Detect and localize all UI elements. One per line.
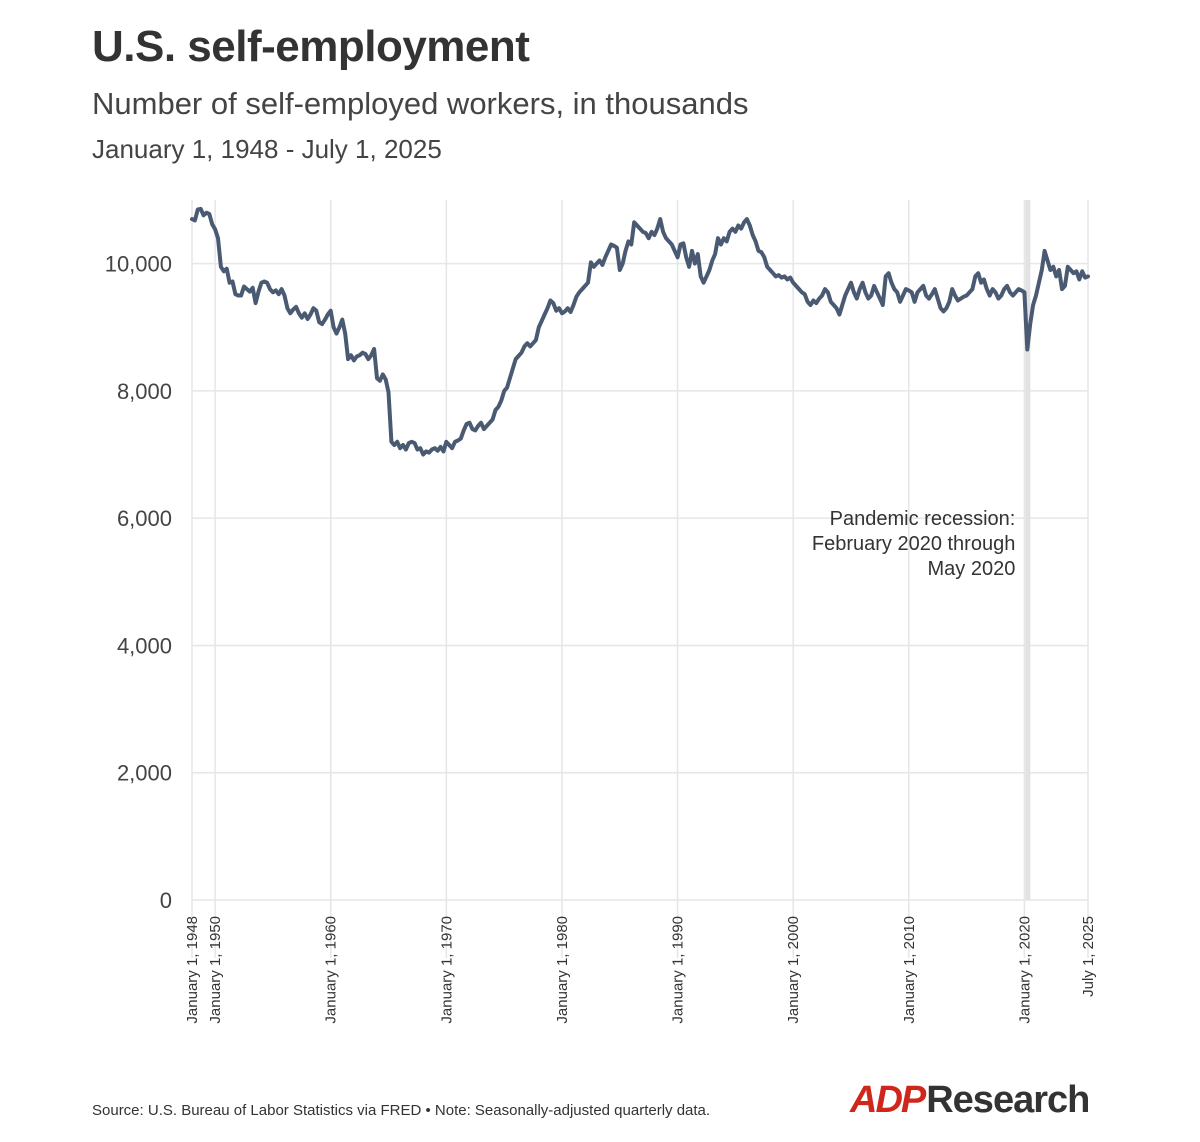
y-tick-label: 8,000: [117, 379, 172, 404]
x-tick-label: January 1, 2000: [785, 916, 802, 1024]
x-axis-ticks: January 1, 1948 January 1, 1950 January 1,…: [184, 916, 1097, 1024]
x-tick-label: January 1, 1990: [670, 916, 687, 1024]
recession-annotation-line: February 2020 through: [812, 533, 1015, 555]
page-title: U.S. self-employment: [92, 22, 530, 71]
recession-annotation-line: May 2020: [927, 558, 1015, 580]
x-tick-label: January 1, 2010: [901, 916, 918, 1024]
x-tick-label: January 1, 2020: [1016, 916, 1033, 1024]
y-axis-ticks: 0 2,000 4,000 6,000 8,000 10,000: [105, 252, 172, 913]
x-tick-label: January 1, 1950: [207, 916, 224, 1024]
page-subtitle: Number of self-employed workers, in thou…: [92, 86, 749, 121]
x-tick-label: July 1, 2025: [1080, 916, 1097, 997]
source-note: Source: U.S. Bureau of Labor Statistics …: [92, 1102, 711, 1119]
y-tick-label: 6,000: [117, 506, 172, 531]
y-tick-label: 2,000: [117, 761, 172, 786]
annotation-layer: Pandemic recession: February 2020 through…: [812, 508, 1015, 580]
recession-band-layer: [1025, 200, 1031, 900]
recession-annotation-line: Pandemic recession:: [830, 508, 1016, 530]
series-layer: [190, 206, 1090, 457]
y-tick-label: 4,000: [117, 633, 172, 658]
logo-text: Research: [926, 1078, 1090, 1121]
adp-logo-mark: ADP: [850, 1078, 926, 1121]
date-range: January 1, 1948 - July 1, 2025: [92, 134, 442, 164]
recession-band: [1025, 200, 1031, 900]
y-tick-label: 0: [160, 888, 172, 913]
x-tick-label: January 1, 1980: [554, 916, 571, 1024]
adp-research-logo: ADP Research: [850, 1078, 1090, 1121]
series-line: [190, 206, 1090, 457]
x-tick-label: January 1, 1960: [323, 916, 340, 1024]
x-tick-label: January 1, 1948: [184, 916, 201, 1024]
grid-layer: [191, 200, 1089, 958]
x-tick-label: January 1, 1970: [438, 916, 455, 1024]
y-tick-label: 10,000: [105, 252, 172, 277]
